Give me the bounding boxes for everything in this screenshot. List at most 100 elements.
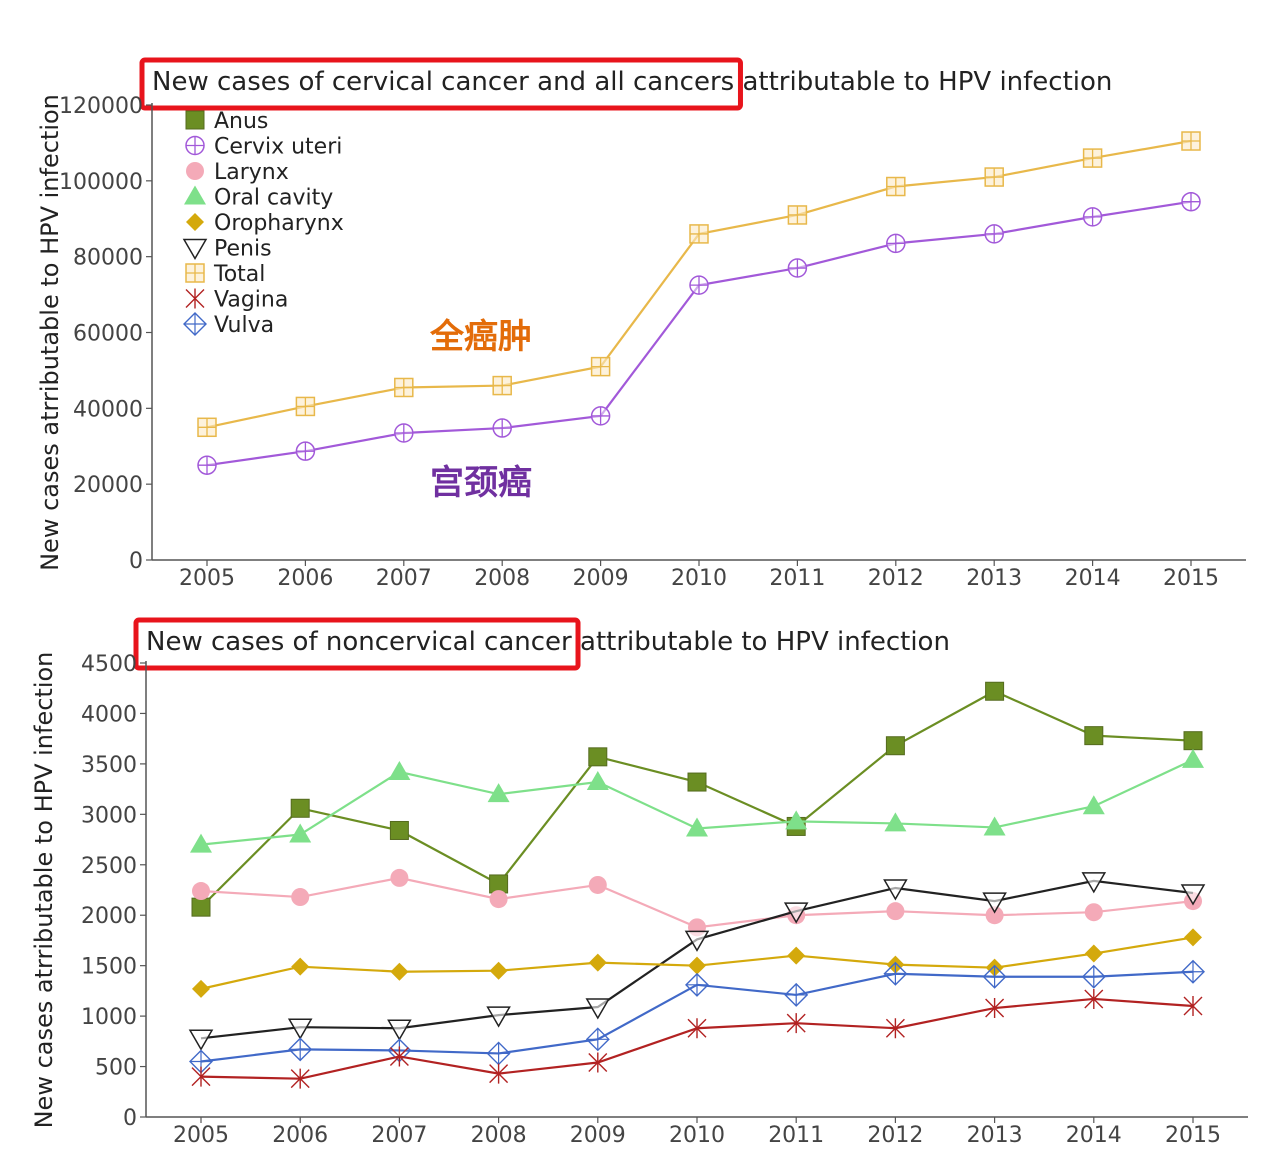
data-point bbox=[984, 224, 1004, 244]
data-point bbox=[885, 736, 905, 756]
legend-item: Vagina bbox=[185, 288, 288, 313]
series-anus bbox=[191, 681, 1203, 917]
data-point bbox=[1081, 872, 1107, 894]
legend-item: Total bbox=[185, 262, 265, 287]
data-point bbox=[486, 1006, 511, 1028]
y-tick-label: 0 bbox=[123, 1106, 137, 1131]
marker-cross bbox=[493, 419, 512, 438]
y-tick-label: 1000 bbox=[81, 1005, 137, 1030]
data-point bbox=[982, 964, 1007, 989]
series-vulva bbox=[189, 959, 1205, 1074]
data-point bbox=[1082, 148, 1103, 168]
data-point bbox=[688, 956, 706, 975]
x-tick-label: 2015 bbox=[1165, 1123, 1221, 1148]
chart-title-1: New cases of cervical cancer and all can… bbox=[139, 57, 1112, 111]
y-tick-label: 0 bbox=[129, 549, 143, 574]
data-point bbox=[784, 982, 809, 1007]
x-tick-label: 2012 bbox=[868, 566, 924, 591]
data-point bbox=[983, 816, 1006, 836]
data-point bbox=[984, 167, 1004, 187]
x-tick-label: 2006 bbox=[272, 1123, 328, 1148]
marker-cross bbox=[394, 378, 413, 397]
marker-cross bbox=[788, 259, 807, 278]
marker-cross bbox=[886, 177, 905, 196]
data-point bbox=[288, 1037, 313, 1062]
marker-cross bbox=[198, 418, 216, 437]
y-tick-label: 80000 bbox=[73, 246, 143, 271]
data-point bbox=[192, 882, 210, 901]
x-tick-label: 2011 bbox=[768, 1123, 824, 1148]
legend-label: Cervix uteri bbox=[214, 135, 342, 160]
marker-cross bbox=[184, 313, 206, 335]
data-point bbox=[1084, 903, 1103, 922]
y-tick-label: 1500 bbox=[81, 955, 137, 980]
data-point bbox=[985, 906, 1004, 925]
x-tick-label: 2010 bbox=[671, 566, 727, 591]
legend-label: Vagina bbox=[214, 288, 288, 313]
data-point bbox=[689, 224, 709, 244]
marker-cross bbox=[586, 1028, 609, 1051]
data-point bbox=[1182, 748, 1204, 768]
data-point bbox=[191, 897, 211, 917]
data-point bbox=[685, 972, 709, 997]
data-point bbox=[394, 423, 414, 443]
data-point bbox=[883, 879, 908, 901]
x-tick-label: 2009 bbox=[573, 566, 629, 591]
data-point bbox=[489, 890, 508, 909]
marker-cross bbox=[1182, 960, 1204, 983]
y-axis-label: New cases atrributable to HPV infection bbox=[30, 652, 58, 1129]
data-point bbox=[585, 1027, 610, 1052]
data-point bbox=[1181, 959, 1205, 984]
y-tick-label: 4000 bbox=[81, 702, 137, 727]
series-line bbox=[200, 690, 1194, 908]
legend-label: Oral cavity bbox=[214, 186, 333, 211]
marker-cross bbox=[985, 168, 1004, 187]
annotation-all-cancers: 全癌肿 bbox=[429, 317, 532, 357]
marker-cross bbox=[186, 136, 204, 155]
data-point bbox=[783, 902, 809, 924]
data-point bbox=[886, 176, 906, 197]
title-highlighted-part: New cases of cervical cancer and all can… bbox=[152, 67, 742, 97]
series-cervix-uteri bbox=[197, 191, 1201, 475]
data-point bbox=[487, 783, 510, 803]
legend-item: Penis bbox=[182, 237, 272, 262]
y-tick-label: 4500 bbox=[81, 652, 137, 677]
title-highlight-box bbox=[133, 617, 581, 671]
legend-marker bbox=[184, 185, 206, 205]
legend-label: Oropharynx bbox=[214, 211, 344, 236]
data-point bbox=[586, 771, 609, 791]
legend-item: Anus bbox=[185, 109, 268, 134]
data-point bbox=[588, 875, 607, 894]
data-point bbox=[785, 810, 808, 830]
marker-cross bbox=[686, 973, 708, 996]
x-tick-label: 2005 bbox=[173, 1123, 229, 1148]
data-point bbox=[588, 953, 607, 972]
marker-cross bbox=[296, 442, 315, 461]
data-point bbox=[883, 961, 908, 986]
legend-marker bbox=[186, 213, 204, 231]
data-point bbox=[388, 760, 411, 780]
chart-1: 0 20000 40000 60000 80000 100000 120000 2005 200… bbox=[36, 94, 1246, 591]
legend-label: Total bbox=[213, 262, 265, 287]
title-rest-part: attributable to HPV infection bbox=[742, 67, 1112, 97]
data-point bbox=[197, 455, 217, 475]
x-tick-label: 2011 bbox=[769, 566, 825, 591]
data-point bbox=[191, 1066, 211, 1087]
data-point bbox=[390, 868, 409, 887]
data-point bbox=[486, 1041, 511, 1066]
data-point bbox=[588, 1052, 608, 1073]
data-point bbox=[287, 1018, 313, 1040]
marker-cross bbox=[1182, 192, 1200, 211]
x-tick-label: 2012 bbox=[867, 1123, 923, 1148]
marker-cross bbox=[1083, 149, 1102, 168]
marker-cross bbox=[985, 224, 1004, 243]
legend-item: Larynx bbox=[186, 160, 289, 185]
data-point bbox=[787, 258, 808, 278]
series-total bbox=[197, 131, 1201, 438]
x-tick-label: 2007 bbox=[376, 566, 432, 591]
x-tick-label: 2008 bbox=[471, 1123, 527, 1148]
y-tick-label: 3000 bbox=[81, 803, 137, 828]
marker-cross bbox=[487, 1042, 510, 1065]
